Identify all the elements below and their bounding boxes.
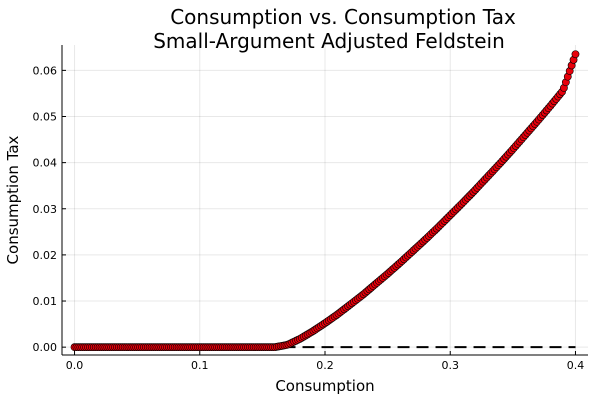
- y-tick-label: 0.00: [33, 341, 58, 354]
- y-axis-label: Consumption Tax: [4, 135, 22, 264]
- x-tick-label: 0.1: [191, 359, 209, 372]
- y-tick-label: 0.01: [33, 295, 58, 308]
- chart-title: Consumption vs. Consumption Tax: [170, 5, 516, 29]
- x-tick-label: 0.4: [567, 359, 585, 372]
- data-points: [70, 50, 580, 352]
- y-tick-label: 0.06: [33, 64, 58, 77]
- x-axis-label: Consumption: [275, 377, 374, 395]
- y-tick-label: 0.02: [33, 249, 58, 262]
- x-tick-label: 0.0: [66, 359, 84, 372]
- tick-labels: 0.0 0.1 0.2 0.3 0.4 0.00 0.01 0.02 0.03 0.04 0.05 0…: [33, 64, 585, 372]
- scatter-point: [571, 50, 580, 59]
- y-tick-label: 0.04: [33, 157, 58, 170]
- x-tick-label: 0.3: [441, 359, 459, 372]
- y-tick-label: 0.05: [33, 111, 58, 124]
- x-tick-label: 0.2: [316, 359, 334, 372]
- chart-subtitle: Small-Argument Adjusted Feldstein: [153, 29, 505, 53]
- grid: [62, 45, 588, 355]
- y-tick-label: 0.03: [33, 203, 58, 216]
